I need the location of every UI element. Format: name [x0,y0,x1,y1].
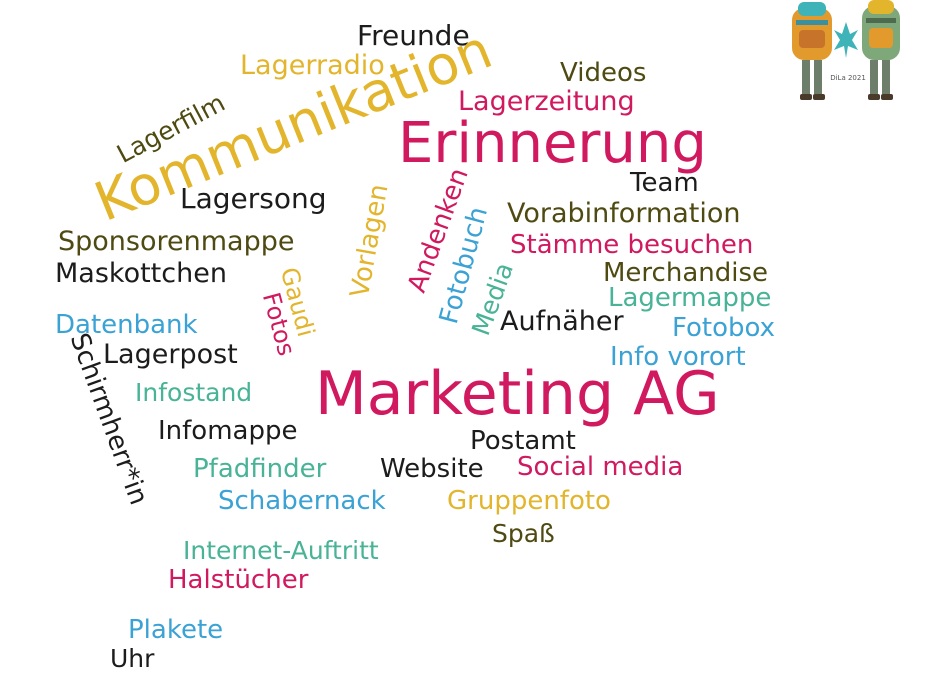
word-info-vorort: Info vorort [610,342,746,372]
word-gruppenfoto: Gruppenfoto [447,486,611,516]
word-videos: Videos [560,58,647,88]
word-lagerzeitung: Lagerzeitung [458,86,635,117]
word-vorabinformation: Vorabinformation [507,198,741,229]
word-postamt: Postamt [470,426,576,456]
word-staemme-besuchen: Stämme besuchen [510,230,754,260]
word-team: Team [630,168,699,198]
word-internet-auftritt: Internet-Auftritt [183,536,379,565]
word-freunde: Freunde [357,19,470,52]
word-uhr: Uhr [110,644,155,673]
word-aufnaeher: Aufnäher [500,306,624,337]
word-marketing-ag: Marketing AG [315,359,720,429]
word-lagersong: Lagersong [180,182,327,215]
word-infostand: Infostand [135,378,253,407]
logo-year-text: DiLa 2021 [830,74,866,82]
word-lagerradio: Lagerradio [240,50,385,81]
word-vorlagen: Vorlagen [345,181,395,300]
word-spass: Spaß [492,519,555,548]
word-infomappe: Infomappe [158,416,298,446]
word-schabernack: Schabernack [218,486,386,516]
word-halstuecher: Halstücher [168,565,309,595]
backpack-logo-icon: DiLa 2021 [792,0,900,100]
word-fotobox: Fotobox [672,313,776,343]
word-plakete: Plakete [128,615,224,645]
word-datenbank: Datenbank [55,310,198,340]
word-lagermappe: Lagermappe [608,283,772,313]
word-maskottchen: Maskottchen [55,258,227,289]
word-website: Website [380,454,484,484]
word-sponsorenmappe: Sponsorenmappe [58,226,295,257]
word-social-media: Social media [517,452,684,482]
word-merchandise: Merchandise [603,258,769,288]
word-pfadfinder: Pfadfinder [193,454,327,484]
word-lagerpost: Lagerpost [103,339,238,370]
word-erinnerung: Erinnerung [398,111,707,176]
